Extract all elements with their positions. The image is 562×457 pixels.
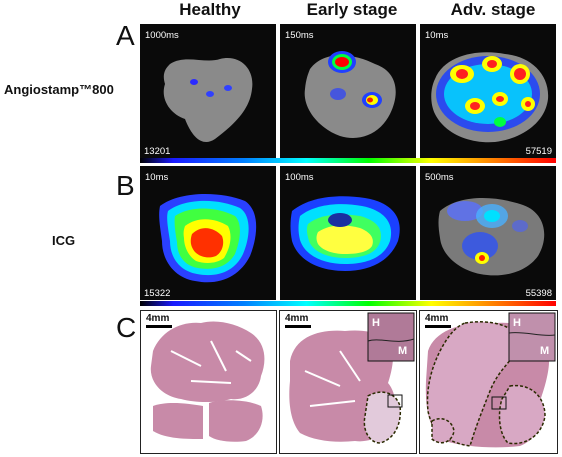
colorbar-b bbox=[140, 301, 556, 306]
colorbar-a bbox=[140, 158, 556, 163]
panel-c-early: 4mm H M bbox=[279, 310, 417, 454]
exposure-time: 500ms bbox=[425, 172, 454, 183]
panel-c-healthy: 4mm bbox=[140, 310, 277, 454]
scale-bar-label: 4mm bbox=[285, 313, 309, 324]
panel-b-adv: 500ms 55398 bbox=[420, 166, 556, 300]
exposure-time: 10ms bbox=[145, 172, 169, 183]
scale-bar bbox=[146, 325, 172, 328]
exposure-time: 1000ms bbox=[145, 30, 179, 41]
inset-label-m: M bbox=[398, 345, 408, 357]
scale-max-value: 55398 bbox=[525, 288, 552, 299]
row-letter-a: A bbox=[116, 20, 135, 51]
panel-c-adv: 4mm H M bbox=[419, 310, 558, 454]
inset-label-m: M bbox=[540, 345, 550, 357]
panel-a-early: 150ms bbox=[280, 24, 416, 158]
scale-min-value: 15322 bbox=[144, 288, 171, 299]
exposure-time: 10ms bbox=[425, 30, 449, 41]
exposure-time: 100ms bbox=[285, 172, 314, 183]
scale-min-value: 13201 bbox=[144, 146, 171, 157]
row-letter-b: B bbox=[116, 170, 135, 201]
scale-max-value: 57519 bbox=[525, 146, 552, 157]
panel-a-healthy: 1000ms 13201 bbox=[140, 24, 276, 158]
scale-bar-label: 4mm bbox=[146, 313, 170, 324]
scale-bar-label: 4mm bbox=[425, 313, 449, 324]
scale-bar bbox=[425, 325, 451, 328]
panel-a-adv: 10ms 57519 bbox=[420, 24, 556, 158]
exposure-time: 150ms bbox=[285, 30, 314, 41]
row-label-angiostamp: Angiostamp™800 bbox=[4, 82, 114, 97]
row-label-icg: ICG bbox=[52, 233, 76, 248]
row-letter-c: C bbox=[116, 312, 137, 343]
column-header-adv-stage: Adv. stage bbox=[450, 0, 536, 19]
inset-label-h: H bbox=[372, 317, 380, 329]
column-header-healthy: Healthy bbox=[179, 0, 241, 19]
column-header-early-stage: Early stage bbox=[306, 0, 398, 19]
panel-b-healthy: 10ms 15322 bbox=[140, 166, 276, 300]
inset-label-h: H bbox=[513, 317, 521, 329]
scale-bar bbox=[285, 325, 311, 328]
panel-b-early: 100ms bbox=[280, 166, 416, 300]
